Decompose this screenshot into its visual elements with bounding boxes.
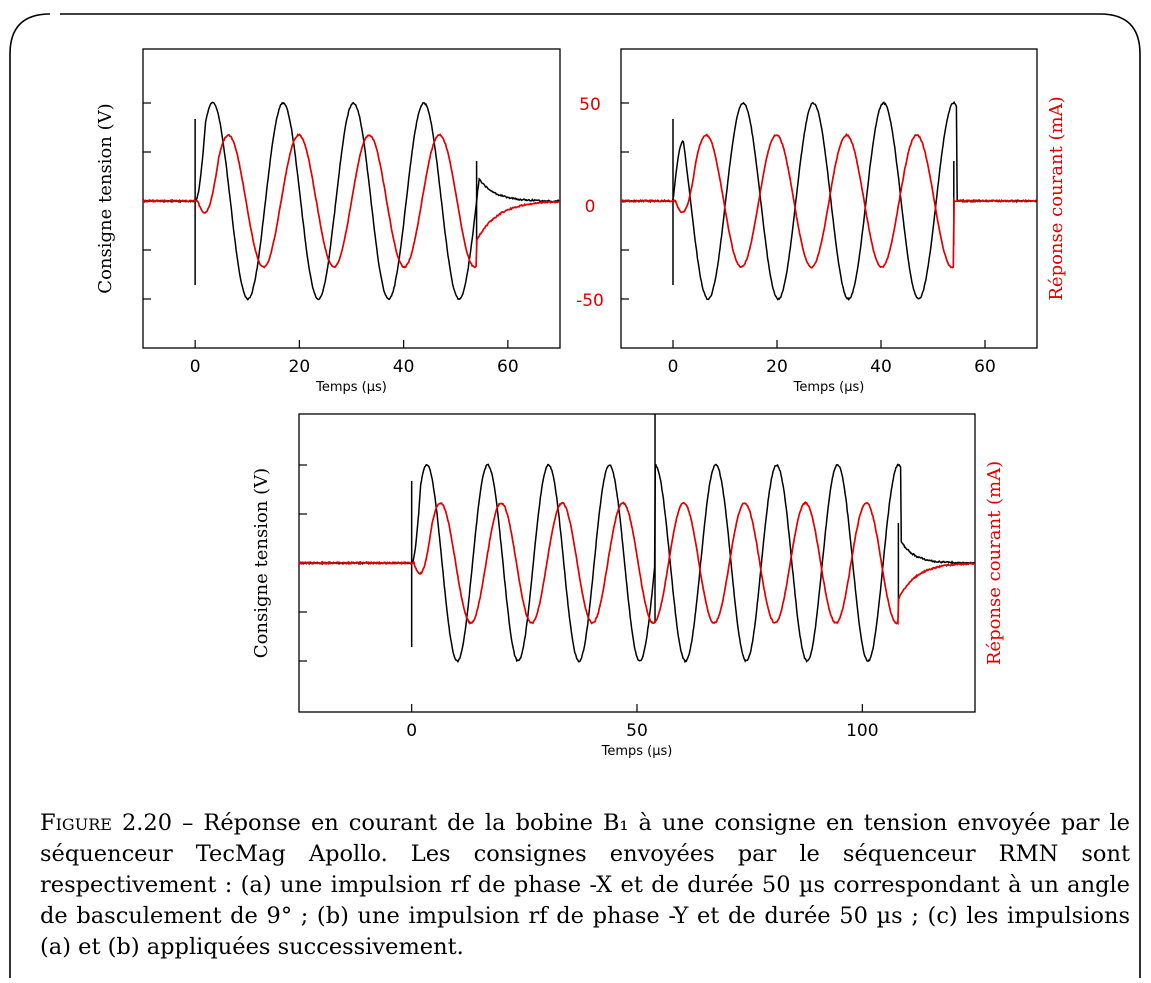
x-tick-label-b-0: 0 — [668, 357, 679, 377]
y-axis-label-left-c: Consigne tension (V) — [251, 468, 272, 658]
x-tick-label-b-2: 40 — [870, 357, 892, 377]
x-tick-label-c-2: 100 — [846, 721, 878, 741]
series-current-c — [299, 502, 974, 623]
x-tick-label-c-0: 0 — [406, 721, 417, 741]
x-tick-label-a-1: 20 — [289, 357, 311, 377]
series-current-a — [143, 135, 560, 268]
x-axis-label-c: Temps (µs) — [601, 744, 673, 759]
right-axis-tick-label-a-1: 0 — [585, 197, 596, 217]
right-axis-tick-label-a-2: -50 — [576, 291, 604, 311]
figure-caption: Figure 2.20 – Réponse en courant de la b… — [40, 808, 1130, 963]
x-tick-label-a-2: 40 — [393, 357, 415, 377]
x-axis-label-a: Temps (µs) — [315, 380, 387, 395]
right-axis-tick-label-a-0: 50 — [579, 95, 601, 115]
caption-text: – Réponse en courant de la bobine B₁ à u… — [40, 810, 1130, 960]
x-tick-label-b-3: 60 — [974, 357, 996, 377]
y-axis-label-right-b: Réponse courant (mA) — [1046, 96, 1067, 300]
x-tick-label-b-1: 20 — [766, 357, 788, 377]
figure-label: Figure 2.20 — [40, 810, 172, 836]
x-axis-label-b: Temps (µs) — [793, 380, 865, 395]
y-axis-label-left-a: Consigne tension (V) — [95, 103, 116, 293]
series-current-b — [621, 135, 1037, 268]
x-tick-label-a-0: 0 — [190, 357, 201, 377]
y-axis-label-right-c: Réponse courant (mA) — [984, 461, 1005, 665]
x-tick-label-c-1: 50 — [626, 721, 648, 741]
x-tick-label-a-3: 60 — [497, 357, 519, 377]
